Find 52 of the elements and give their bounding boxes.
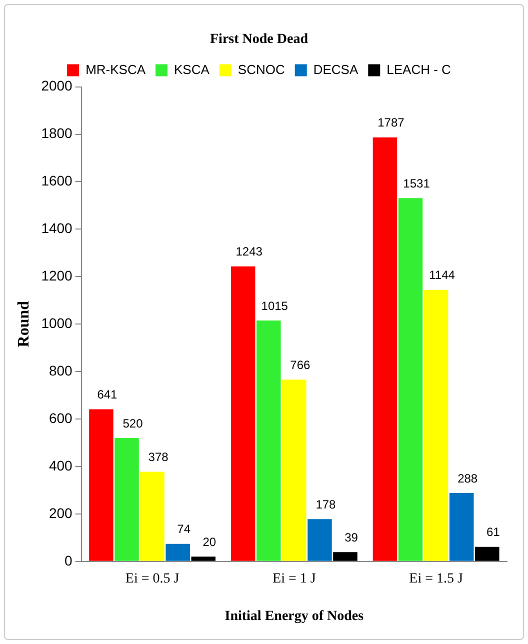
bar (398, 198, 423, 561)
y-tick-label: 1400 (41, 220, 73, 236)
legend-label: LEACH - C (386, 62, 451, 77)
y-tick-label: 1600 (41, 172, 73, 189)
x-tick-label: Ei = 0.5 J (125, 571, 180, 586)
data-label: 520 (122, 416, 144, 430)
bar (114, 438, 139, 561)
data-label: 178 (316, 497, 336, 512)
x-axis-title: Initial Energy of Nodes (224, 609, 364, 624)
bar (372, 137, 398, 561)
data-label: 1015 (261, 298, 288, 313)
bar (230, 266, 256, 561)
bar (191, 556, 216, 561)
bar (282, 380, 306, 561)
bar (140, 472, 164, 561)
y-tick-label: 1000 (41, 314, 73, 331)
y-tick-label: 1200 (41, 268, 73, 284)
y-tick-label: 400 (48, 457, 73, 474)
data-label: 74 (177, 522, 191, 536)
legend-label: MR-KSCA (86, 62, 146, 77)
data-label: 766 (290, 358, 311, 372)
data-label: 61 (486, 525, 500, 540)
bar (166, 544, 190, 561)
y-tick-label: 2000 (41, 78, 73, 94)
y-tick-label: 0 (64, 552, 73, 568)
y-tick-label: 800 (48, 362, 73, 378)
x-tick-label: Ei = 1.5 J (409, 571, 464, 586)
y-tick-label: 1800 (41, 125, 73, 142)
bar (308, 519, 332, 561)
data-label: 1787 (378, 116, 405, 130)
data-label: 20 (202, 534, 216, 549)
data-label: 641 (97, 388, 118, 402)
data-label: 378 (148, 450, 169, 464)
y-axis-title: Round (16, 300, 33, 348)
data-label: 1144 (429, 268, 456, 282)
data-label: 39 (344, 530, 358, 544)
legend-label: SCNOC (238, 62, 285, 77)
data-label: 288 (458, 471, 478, 486)
chart-title: First Node Dead (210, 32, 308, 48)
bar (89, 409, 114, 561)
bar (424, 290, 448, 561)
legend-label: KSCA (174, 62, 210, 77)
y-tick-label: 200 (48, 504, 73, 521)
bar (333, 552, 358, 561)
bar (256, 320, 281, 561)
bar (449, 493, 474, 561)
data-label: 1531 (403, 176, 430, 190)
data-label: 1243 (236, 244, 263, 259)
bar (475, 546, 500, 561)
x-tick-label: Ei = 1 J (272, 571, 316, 586)
y-tick-label: 600 (48, 410, 73, 426)
legend-label: DECSA (313, 62, 358, 77)
